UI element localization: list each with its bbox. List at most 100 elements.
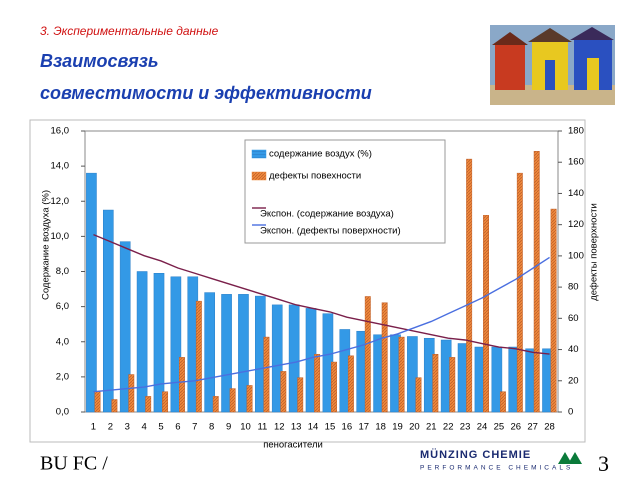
y2-tick-label: 60	[568, 313, 579, 324]
bar	[466, 158, 473, 413]
x-tick-label: 6	[175, 422, 180, 433]
x-axis-title: пеногасители	[263, 440, 323, 451]
page-number: 3	[598, 451, 609, 476]
bar	[94, 391, 101, 413]
y2-tick-label: 120	[568, 219, 584, 230]
x-tick-label: 16	[342, 422, 353, 433]
bar	[499, 391, 506, 413]
y2-tick-label: 180	[568, 126, 584, 137]
x-tick-label: 26	[510, 422, 521, 433]
x-tick-label: 14	[308, 422, 319, 433]
slide-title: совместимости и эффективности	[40, 83, 372, 103]
x-tick-label: 28	[544, 422, 555, 433]
bar	[221, 294, 232, 413]
bar	[398, 336, 405, 413]
x-tick-label: 20	[409, 422, 420, 433]
x-tick-label: 7	[192, 422, 197, 433]
bar	[229, 388, 236, 413]
bar	[179, 357, 185, 413]
y-axis-title: Содержание воздуха (%)	[41, 190, 52, 300]
x-tick-label: 17	[358, 422, 369, 433]
bar	[364, 296, 371, 413]
bar	[204, 292, 215, 413]
y-tick-label: 14,0	[51, 161, 70, 172]
bar	[238, 294, 249, 413]
footer: BU FC /	[40, 453, 108, 475]
bar	[153, 273, 165, 413]
bar	[162, 391, 169, 413]
bar	[297, 377, 304, 413]
legend-swatch	[251, 171, 267, 181]
x-tick-label: 19	[392, 422, 403, 433]
y-tick-label: 6,0	[56, 301, 69, 312]
x-tick-label: 1	[91, 422, 96, 433]
bar	[331, 361, 337, 413]
trend-line	[93, 256, 550, 393]
x-tick-label: 8	[209, 422, 214, 433]
bar	[136, 271, 148, 413]
bar	[381, 302, 388, 413]
y2-tick-label: 40	[568, 344, 579, 355]
bar	[263, 336, 270, 413]
x-tick-label: 5	[158, 422, 163, 433]
y2-tick-label: 20	[568, 375, 579, 386]
bar	[280, 371, 287, 413]
bar	[246, 385, 253, 413]
bar	[145, 396, 152, 413]
y-tick-label: 4,0	[56, 336, 69, 347]
bar	[516, 172, 523, 413]
x-tick-label: 3	[125, 422, 130, 433]
bar	[407, 336, 418, 413]
x-tick-label: 21	[426, 422, 437, 433]
bar	[314, 353, 321, 413]
x-tick-label: 22	[443, 422, 454, 433]
x-tick-label: 18	[375, 422, 386, 433]
bar	[212, 396, 219, 413]
logo-name: MÜNZING CHEMIE	[420, 448, 531, 461]
bar	[195, 300, 202, 413]
bar	[449, 357, 456, 413]
x-tick-label: 27	[527, 422, 538, 433]
bar	[533, 151, 540, 413]
y-tick-label: 8,0	[56, 266, 69, 277]
bar	[119, 241, 131, 413]
y-tick-label: 12,0	[51, 196, 70, 207]
legend-label: Экспон. (содержание воздуха)	[260, 209, 394, 220]
y2-tick-label: 0	[568, 407, 573, 418]
legend-label: содержание воздух (%)	[269, 149, 372, 160]
bar	[128, 374, 135, 413]
y2-tick-label: 160	[568, 157, 584, 168]
y2-tick-label: 140	[568, 188, 584, 199]
legend	[244, 139, 446, 244]
y-tick-label: 2,0	[56, 371, 69, 382]
x-tick-label: 13	[291, 422, 302, 433]
x-tick-label: 23	[460, 422, 471, 433]
x-tick-label: 15	[325, 422, 336, 433]
y-tick-label: 16,0	[51, 126, 70, 137]
logo-tagline: PERFORMANCE CHEMICALS	[420, 465, 573, 472]
y-tick-label: 0,0	[56, 407, 69, 418]
legend-label: Экспон. (дефекты поверхности)	[260, 226, 401, 237]
bar	[550, 208, 557, 413]
bar	[271, 304, 283, 413]
x-tick-label: 12	[274, 422, 285, 433]
slide-title: Взаимосвязь	[40, 51, 159, 71]
bar	[483, 215, 489, 413]
bar	[347, 355, 354, 413]
bar	[415, 377, 422, 413]
bar	[432, 353, 439, 413]
x-tick-label: 24	[477, 422, 488, 433]
bar	[86, 172, 97, 413]
logo	[558, 452, 582, 464]
x-tick-label: 25	[494, 422, 505, 433]
legend-swatch	[251, 149, 267, 159]
y-tick-label: 10,0	[51, 231, 70, 242]
x-tick-label: 11	[257, 422, 267, 433]
x-tick-label: 4	[141, 422, 146, 433]
x-tick-label: 10	[240, 422, 251, 433]
x-tick-label: 2	[108, 422, 113, 433]
trend-line	[93, 233, 550, 355]
y2-tick-label: 100	[568, 250, 584, 261]
